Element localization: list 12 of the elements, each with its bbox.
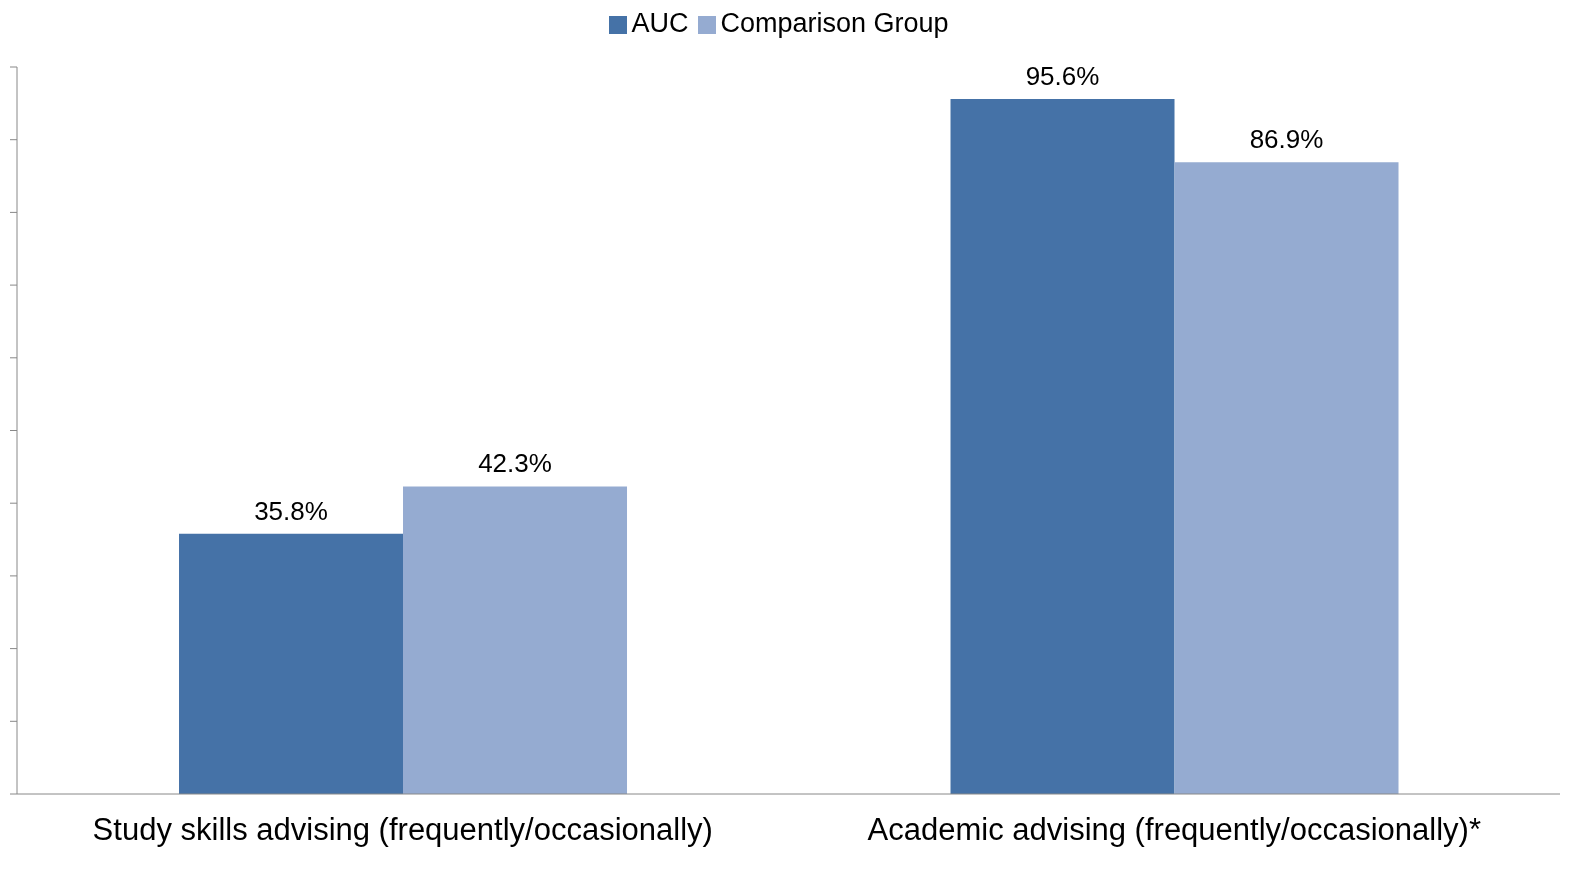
x-tick-label: Study skills advising (frequently/occasionally) <box>92 812 713 848</box>
legend-label: Comparison Group <box>720 8 949 38</box>
x-tick-label: Academic advising (frequently/occasionally)* <box>867 812 1481 848</box>
data-label: 86.9% <box>1249 124 1324 155</box>
legend-label: AUC <box>631 8 689 38</box>
data-label: 35.8% <box>254 495 328 526</box>
bar <box>950 98 1175 794</box>
bar <box>1174 162 1399 794</box>
data-label: 95.6% <box>1025 60 1100 91</box>
bar <box>403 486 628 794</box>
bar <box>179 533 404 794</box>
data-label: 42.3% <box>478 448 552 479</box>
